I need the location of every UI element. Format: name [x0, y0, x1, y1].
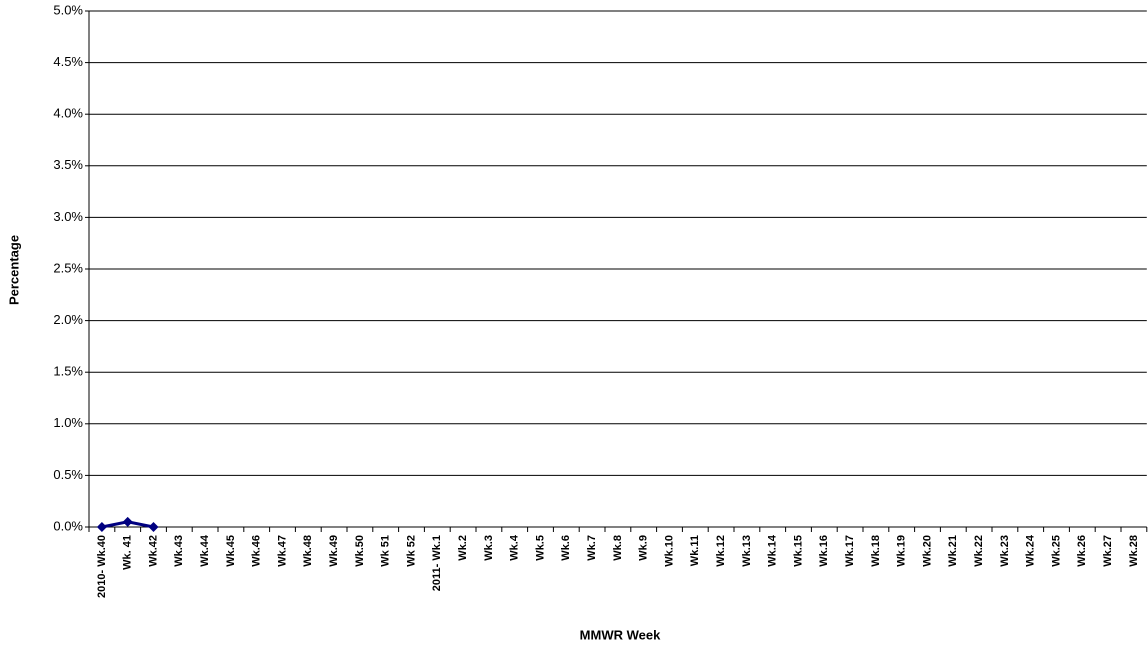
x-tick-label: Wk.12: [715, 535, 727, 567]
x-tick-label: 2011- Wk.1: [431, 535, 443, 591]
x-tick-label: Wk.16: [818, 535, 830, 567]
y-tick-label: 4.0%: [53, 106, 83, 121]
x-tick-label: 2010- Wk.40: [96, 535, 108, 598]
y-tick-label: 0.5%: [53, 467, 83, 482]
y-tick-label: 1.5%: [53, 364, 83, 379]
x-tick-label: Wk.27: [1102, 535, 1114, 567]
x-tick-label: Wk.43: [173, 535, 185, 567]
x-tick-label: Wk.45: [225, 535, 237, 567]
y-tick-label: 3.5%: [53, 157, 83, 172]
x-tick-label: Wk. 41: [122, 535, 134, 570]
x-tick-label: Wk.50: [354, 535, 366, 567]
y-tick-label: 2.5%: [53, 260, 83, 275]
x-tick-label: Wk.24: [1025, 534, 1037, 567]
x-tick-label: Wk.14: [767, 534, 779, 567]
x-tick-label: Wk.49: [328, 535, 340, 567]
x-tick-label: Wk.2: [457, 535, 469, 561]
x-tick-label: Wk.23: [999, 535, 1011, 567]
x-tick-label: Wk.46: [251, 535, 263, 567]
x-tick-label: Wk.28: [1128, 535, 1140, 567]
x-tick-label: Wk.20: [921, 535, 933, 567]
y-tick-label: 5.0%: [53, 2, 83, 17]
marker: [148, 522, 159, 532]
y-tick-label: 0.0%: [53, 518, 83, 533]
x-tick-label: Wk.4: [509, 534, 521, 561]
y-tick-label: 4.5%: [53, 54, 83, 69]
y-tick-label: 3.0%: [53, 209, 83, 224]
x-tick-label: Wk.44: [199, 534, 211, 567]
x-tick-label: Wk.11: [689, 535, 701, 566]
x-tick-label: Wk 52: [405, 535, 417, 567]
x-tick-label: Wk.5: [534, 535, 546, 561]
x-tick-label: Wk.19: [896, 535, 908, 567]
x-tick-label: Wk.13: [741, 535, 753, 567]
y-tick-label: 1.0%: [53, 415, 83, 430]
x-tick-label: Wk.6: [560, 535, 572, 561]
x-tick-label: Wk 51: [380, 535, 392, 567]
marker: [122, 516, 133, 527]
x-tick-label: Wk.15: [792, 535, 804, 567]
x-tick-label: Wk.25: [1050, 535, 1062, 567]
y-axis-title: Percentage: [6, 235, 21, 305]
x-tick-label: Wk.3: [483, 535, 495, 561]
x-tick-label: Wk.10: [663, 535, 675, 567]
x-tick-label: Wk.7: [586, 535, 598, 561]
x-tick-label: Wk.8: [612, 535, 624, 561]
x-tick-label: Wk.47: [276, 535, 288, 567]
marker: [96, 522, 107, 532]
x-tick-label: Wk.9: [638, 535, 650, 561]
x-axis-title: MMWR Week: [580, 627, 661, 642]
x-tick-label: Wk.42: [147, 535, 159, 567]
x-tick-label: Wk.18: [870, 535, 882, 567]
y-tick-label: 2.0%: [53, 312, 83, 327]
x-tick-label: Wk.26: [1076, 535, 1088, 567]
x-tick-label: Wk.21: [947, 535, 959, 567]
x-tick-label: Wk.22: [973, 535, 985, 567]
x-tick-label: Wk.17: [844, 535, 856, 567]
x-tick-label: Wk.48: [302, 535, 314, 567]
